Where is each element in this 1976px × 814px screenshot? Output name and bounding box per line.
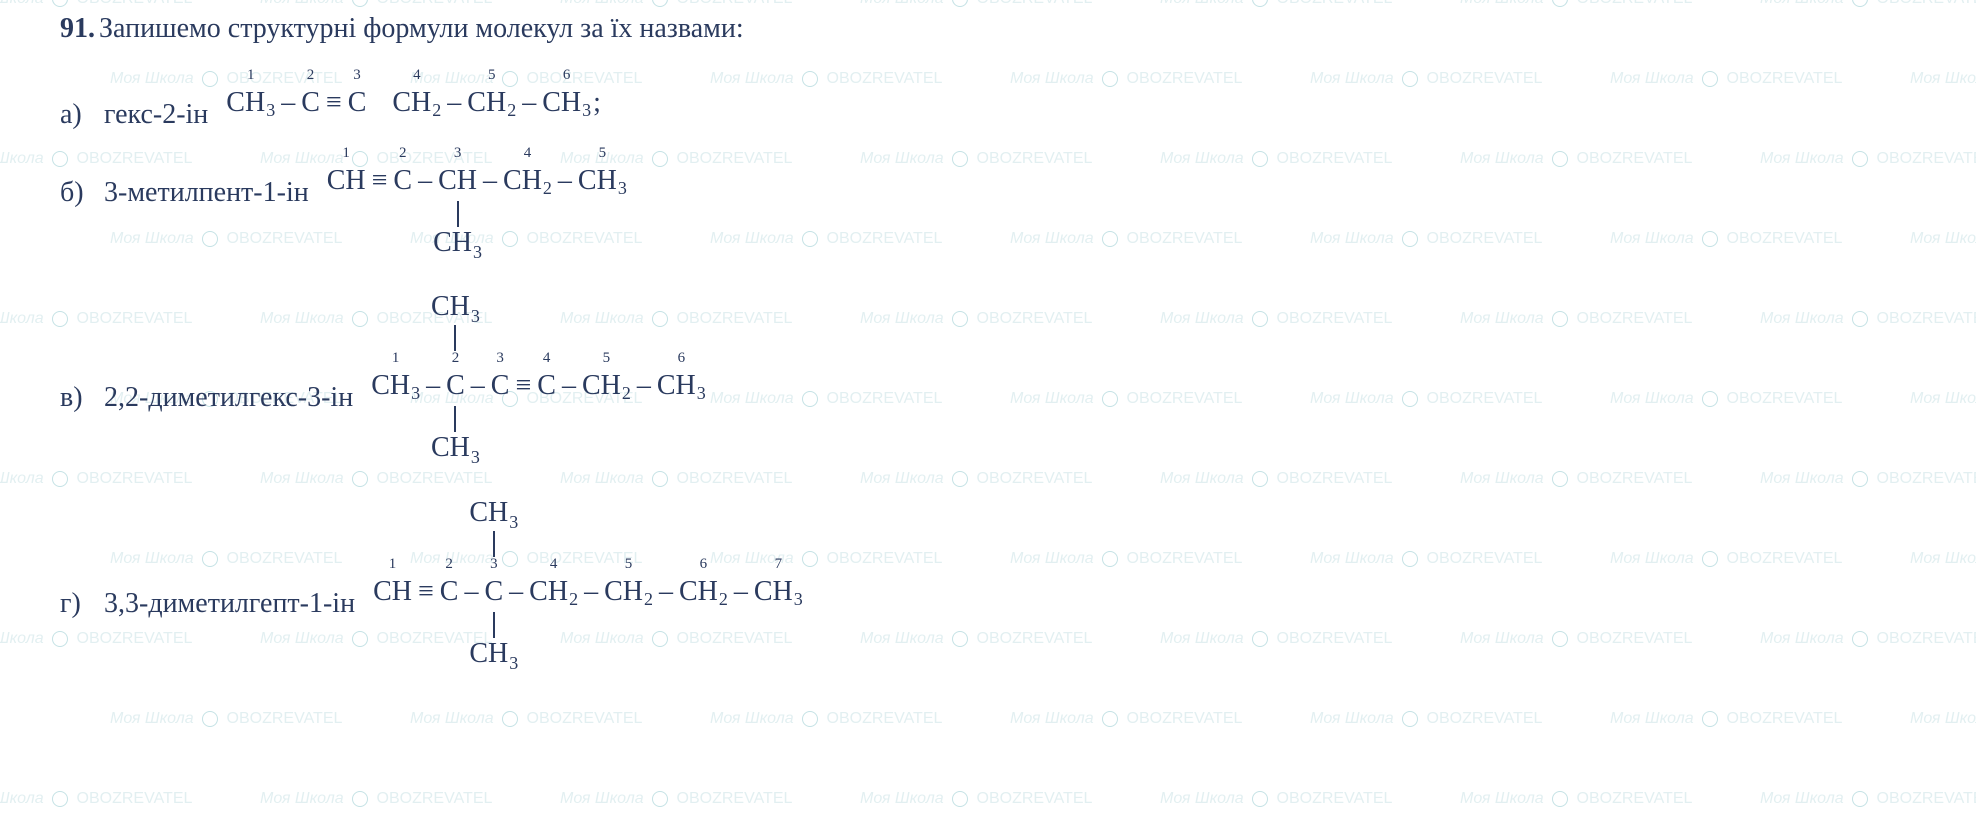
branch-b-1: CH3 (433, 201, 482, 261)
item-c: в) 2,2-диметилгекс-3-ін 1CH3 – CH3 2 C C… (60, 291, 1916, 417)
item-a-name: гекс-2-ін (104, 68, 208, 134)
item-a-formula: 1CH3 – 2C ≡ 3C – 4CH2 – 5CH2 – 6CH3 ; (226, 68, 607, 123)
item-b-formula: 1CH ≡ 2C – 3 CH CH3 – 4CH2 – 5CH3 (327, 146, 627, 201)
item-b-label: б) (60, 146, 104, 212)
item-d-name: 3,3-диметилгепт-1-ін (104, 557, 355, 623)
branch-d-up: CH3 (469, 497, 518, 557)
branch-c-down: CH3 (431, 406, 480, 466)
item-c-label: в) (60, 351, 104, 417)
title-text: Запишемо структурні формули молекул за ї… (99, 13, 744, 44)
question-number: 91. (60, 13, 95, 44)
item-a: а) гекс-2-ін 1CH3 – 2C ≡ 3C – 4CH2 – 5CH… (60, 68, 1916, 134)
item-a-label: а) (60, 68, 104, 134)
branch-c-up: CH3 (431, 291, 480, 351)
branch-d-down: CH3 (469, 612, 518, 672)
item-d-formula: 1CH ≡ 2C – CH3 3 C CH3 – 4CH2 – 5CH2 – (373, 557, 803, 612)
item-b-name: 3-метилпент-1-ін (104, 146, 309, 212)
question-title: 91.Запишемо структурні формули молекул з… (60, 10, 1916, 48)
item-c-name: 2,2-диметилгекс-3-ін (104, 351, 353, 417)
item-c-formula: 1CH3 – CH3 2 C CH3 – 3C ≡ 4C – 5CH2 – (371, 351, 706, 406)
item-b: б) 3-метилпент-1-ін 1CH ≡ 2C – 3 CH CH3 … (60, 146, 1916, 212)
item-d: г) 3,3-диметилгепт-1-ін 1CH ≡ 2C – CH3 3… (60, 497, 1916, 623)
item-d-label: г) (60, 557, 104, 623)
